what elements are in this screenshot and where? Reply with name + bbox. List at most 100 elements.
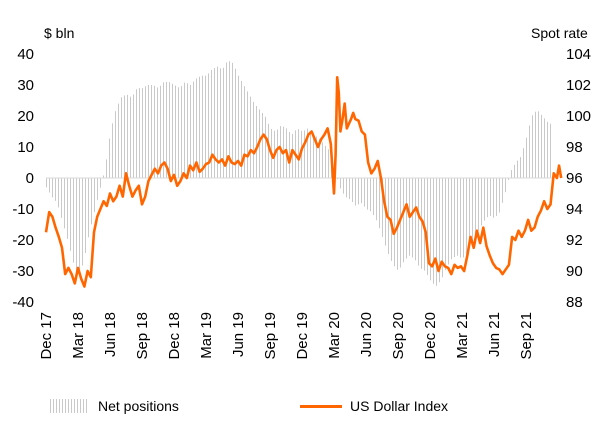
net-positions-bar-150 <box>496 178 497 216</box>
net-positions-bar-27 <box>127 94 128 178</box>
x-tick-label: Mar 20 <box>326 312 343 359</box>
net-positions-bar-129 <box>433 178 434 284</box>
net-positions-bar-106 <box>364 178 365 207</box>
net-positions-bar-91 <box>319 138 320 178</box>
right-axis-unit: Spot rate <box>531 25 588 41</box>
net-positions-bar-137 <box>457 178 458 256</box>
net-positions-bar-29 <box>133 94 134 178</box>
x-tick-label: Dec 20 <box>422 312 439 360</box>
net-positions-bar-110 <box>376 178 377 221</box>
x-tick-label: Sep 18 <box>134 312 151 360</box>
net-positions-bar-46 <box>184 82 185 178</box>
net-positions-bar-102 <box>352 178 353 203</box>
net-positions-bar-157 <box>517 160 518 178</box>
net-positions-bar-93 <box>325 145 326 178</box>
x-tick-label: Sep 19 <box>262 312 279 360</box>
net-positions-bar-108 <box>370 178 371 212</box>
net-positions-bar-60 <box>226 62 227 178</box>
net-positions-bar-40 <box>166 81 167 178</box>
net-positions-bar-145 <box>481 178 482 226</box>
legend-bars-swatch <box>50 399 88 413</box>
legend-net-positions: Net positions <box>50 398 179 414</box>
net-positions-bar-62 <box>232 62 233 178</box>
net-positions-bar-111 <box>379 178 380 229</box>
net-positions-bar-165 <box>541 114 542 178</box>
net-positions-bar-53 <box>205 75 206 178</box>
net-positions-bar-136 <box>454 178 455 258</box>
net-positions-bar-162 <box>532 115 533 178</box>
net-positions-bar-15 <box>91 178 92 225</box>
net-positions-bar-43 <box>175 85 176 178</box>
net-positions-bar-63 <box>235 68 236 178</box>
net-positions-bar-41 <box>169 82 170 178</box>
net-positions-bar-107 <box>367 178 368 210</box>
net-positions-bar-57 <box>217 66 218 178</box>
net-positions-bar-143 <box>475 178 476 236</box>
net-positions-bar-22 <box>112 123 113 178</box>
net-positions-bar-116 <box>394 178 395 267</box>
net-positions-bar-59 <box>223 67 224 178</box>
net-positions-bar-124 <box>418 178 419 266</box>
net-positions-bar-98 <box>340 178 341 189</box>
net-positions-bar-74 <box>268 123 269 178</box>
net-positions-bar-37 <box>157 87 158 178</box>
net-positions-bars <box>46 61 551 286</box>
legend-label-us-dollar-index: US Dollar Index <box>350 398 449 414</box>
net-positions-bar-168 <box>550 123 551 178</box>
net-positions-bar-44 <box>178 87 179 178</box>
right-tick-label: 88 <box>566 294 583 311</box>
left-tick-label: -20 <box>12 232 34 249</box>
net-positions-bar-92 <box>322 142 323 178</box>
right-tick-label: 90 <box>566 263 583 280</box>
net-positions-bar-131 <box>439 178 440 283</box>
net-positions-bar-128 <box>430 178 431 281</box>
x-tick-label: Sep 20 <box>390 312 407 360</box>
net-positions-bar-154 <box>508 178 509 180</box>
net-positions-bar-61 <box>229 61 230 178</box>
legend-line-swatch <box>300 404 342 408</box>
net-positions-bar-163 <box>535 111 536 178</box>
us-dollar-index-line-layer <box>44 75 563 288</box>
net-positions-bar-135 <box>451 178 452 260</box>
net-positions-bar-19 <box>103 175 104 178</box>
net-positions-bar-84 <box>298 129 299 178</box>
net-positions-bar-104 <box>358 178 359 205</box>
net-positions-bar-31 <box>139 88 140 178</box>
x-tick-label: Dec 19 <box>294 312 311 360</box>
net-positions-bar-138 <box>460 178 461 258</box>
left-tick-label: 0 <box>26 170 34 187</box>
net-positions-bar-64 <box>238 75 239 178</box>
left-axis-unit: $ bln <box>44 25 74 41</box>
net-positions-bar-23 <box>115 111 116 178</box>
net-positions-bar-32 <box>142 88 143 178</box>
x-tick-label: Mar 21 <box>454 312 471 359</box>
net-positions-bar-51 <box>199 76 200 178</box>
left-tick-label: -10 <box>12 201 34 218</box>
net-positions-bar-99 <box>343 178 344 194</box>
net-positions-bar-73 <box>265 116 266 178</box>
net-positions-bar-34 <box>148 85 149 178</box>
net-positions-bar-153 <box>505 178 506 193</box>
net-positions-bar-7 <box>67 178 68 239</box>
net-positions-bar-105 <box>361 178 362 204</box>
right-tick-label: 92 <box>566 232 583 249</box>
right-tick-label: 100 <box>566 108 591 125</box>
left-tick-label: 20 <box>17 108 34 125</box>
net-positions-bar-88 <box>310 131 311 178</box>
x-tick-label: Dec 17 <box>38 312 55 360</box>
net-positions-bar-152 <box>502 178 503 203</box>
net-positions-bar-94 <box>328 149 329 178</box>
net-positions-bar-48 <box>190 85 191 178</box>
net-positions-bar-139 <box>463 178 464 258</box>
net-positions-bar-14 <box>88 178 89 238</box>
net-positions-bar-3 <box>55 178 56 201</box>
net-positions-bar-68 <box>250 96 251 179</box>
net-positions-bar-100 <box>346 178 347 198</box>
net-positions-bar-0 <box>46 178 47 188</box>
net-positions-bar-52 <box>202 75 203 178</box>
net-positions-bar-147 <box>487 178 488 218</box>
net-positions-bar-70 <box>256 105 257 178</box>
net-positions-bar-167 <box>547 121 548 178</box>
net-positions-bar-133 <box>445 178 446 271</box>
net-positions-bar-17 <box>97 178 98 200</box>
